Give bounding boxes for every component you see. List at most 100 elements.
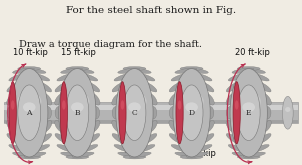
Ellipse shape bbox=[24, 152, 46, 157]
Ellipse shape bbox=[264, 107, 271, 119]
Ellipse shape bbox=[9, 145, 28, 152]
Ellipse shape bbox=[62, 100, 66, 110]
Ellipse shape bbox=[169, 82, 184, 92]
Ellipse shape bbox=[226, 82, 241, 92]
Ellipse shape bbox=[60, 82, 67, 144]
Bar bbox=[4, 120, 298, 123]
Ellipse shape bbox=[262, 120, 271, 132]
Bar bbox=[4, 102, 298, 123]
Ellipse shape bbox=[72, 68, 94, 73]
Ellipse shape bbox=[204, 120, 214, 132]
Ellipse shape bbox=[23, 102, 36, 112]
Ellipse shape bbox=[7, 120, 16, 132]
Ellipse shape bbox=[175, 68, 197, 73]
Ellipse shape bbox=[237, 85, 260, 141]
Ellipse shape bbox=[122, 92, 146, 112]
Ellipse shape bbox=[204, 93, 214, 105]
Ellipse shape bbox=[237, 155, 260, 159]
Ellipse shape bbox=[169, 93, 179, 105]
Ellipse shape bbox=[226, 93, 236, 105]
Ellipse shape bbox=[90, 93, 100, 105]
Ellipse shape bbox=[226, 107, 234, 119]
Ellipse shape bbox=[243, 102, 255, 112]
Ellipse shape bbox=[186, 152, 208, 157]
Ellipse shape bbox=[120, 100, 124, 110]
Ellipse shape bbox=[243, 68, 265, 73]
Text: 15 ft-kip: 15 ft-kip bbox=[61, 48, 96, 57]
Ellipse shape bbox=[129, 68, 151, 73]
Ellipse shape bbox=[118, 152, 140, 157]
Text: D: D bbox=[188, 109, 195, 117]
Ellipse shape bbox=[18, 85, 41, 141]
Ellipse shape bbox=[42, 120, 52, 132]
Ellipse shape bbox=[180, 155, 203, 159]
Ellipse shape bbox=[178, 100, 182, 110]
Ellipse shape bbox=[7, 93, 16, 105]
Text: B: B bbox=[75, 109, 80, 117]
Ellipse shape bbox=[85, 134, 100, 144]
Text: 20 ft-kip: 20 ft-kip bbox=[235, 48, 270, 57]
Ellipse shape bbox=[119, 82, 126, 144]
Ellipse shape bbox=[118, 68, 140, 73]
Ellipse shape bbox=[112, 82, 127, 92]
Ellipse shape bbox=[57, 145, 76, 152]
Text: For the steel shaft shown in Fig.: For the steel shaft shown in Fig. bbox=[66, 6, 236, 15]
Ellipse shape bbox=[226, 134, 241, 144]
Ellipse shape bbox=[85, 82, 100, 92]
Ellipse shape bbox=[142, 82, 157, 92]
Ellipse shape bbox=[173, 69, 210, 157]
Text: Draw a torque diagram for the shaft.: Draw a torque diagram for the shaft. bbox=[19, 40, 202, 49]
Ellipse shape bbox=[169, 134, 184, 144]
Ellipse shape bbox=[228, 73, 247, 81]
Text: 15 ft-kip: 15 ft-kip bbox=[181, 149, 216, 158]
Ellipse shape bbox=[55, 134, 69, 144]
Ellipse shape bbox=[65, 92, 89, 112]
Ellipse shape bbox=[114, 145, 133, 152]
Ellipse shape bbox=[90, 120, 100, 132]
Ellipse shape bbox=[169, 107, 177, 119]
Text: E: E bbox=[246, 109, 252, 117]
Ellipse shape bbox=[123, 85, 146, 141]
Ellipse shape bbox=[256, 82, 271, 92]
Ellipse shape bbox=[171, 145, 190, 152]
Ellipse shape bbox=[18, 155, 41, 159]
Ellipse shape bbox=[17, 92, 41, 112]
Ellipse shape bbox=[112, 93, 122, 105]
Ellipse shape bbox=[136, 145, 155, 152]
Ellipse shape bbox=[256, 134, 271, 144]
Ellipse shape bbox=[147, 93, 157, 105]
Ellipse shape bbox=[31, 145, 50, 152]
Ellipse shape bbox=[61, 152, 82, 157]
Ellipse shape bbox=[199, 82, 214, 92]
Ellipse shape bbox=[232, 68, 254, 73]
Ellipse shape bbox=[37, 134, 52, 144]
Ellipse shape bbox=[13, 152, 34, 157]
Ellipse shape bbox=[175, 152, 197, 157]
Text: T: T bbox=[123, 149, 128, 158]
Ellipse shape bbox=[112, 120, 122, 132]
Ellipse shape bbox=[116, 69, 153, 157]
Ellipse shape bbox=[207, 107, 214, 119]
Ellipse shape bbox=[185, 102, 198, 112]
Text: C: C bbox=[132, 109, 137, 117]
Ellipse shape bbox=[180, 85, 203, 141]
Ellipse shape bbox=[92, 107, 100, 119]
Ellipse shape bbox=[31, 73, 50, 81]
Ellipse shape bbox=[142, 134, 157, 144]
Ellipse shape bbox=[236, 92, 261, 112]
Ellipse shape bbox=[171, 73, 190, 81]
Ellipse shape bbox=[114, 73, 133, 81]
Ellipse shape bbox=[250, 73, 269, 81]
Ellipse shape bbox=[136, 73, 155, 81]
Ellipse shape bbox=[44, 107, 52, 119]
Ellipse shape bbox=[228, 145, 247, 152]
Ellipse shape bbox=[59, 69, 96, 157]
Ellipse shape bbox=[37, 82, 52, 92]
Ellipse shape bbox=[71, 102, 84, 112]
Ellipse shape bbox=[262, 93, 271, 105]
Ellipse shape bbox=[112, 107, 119, 119]
Ellipse shape bbox=[285, 107, 291, 112]
Ellipse shape bbox=[55, 82, 69, 92]
Ellipse shape bbox=[112, 134, 127, 144]
Ellipse shape bbox=[232, 152, 254, 157]
